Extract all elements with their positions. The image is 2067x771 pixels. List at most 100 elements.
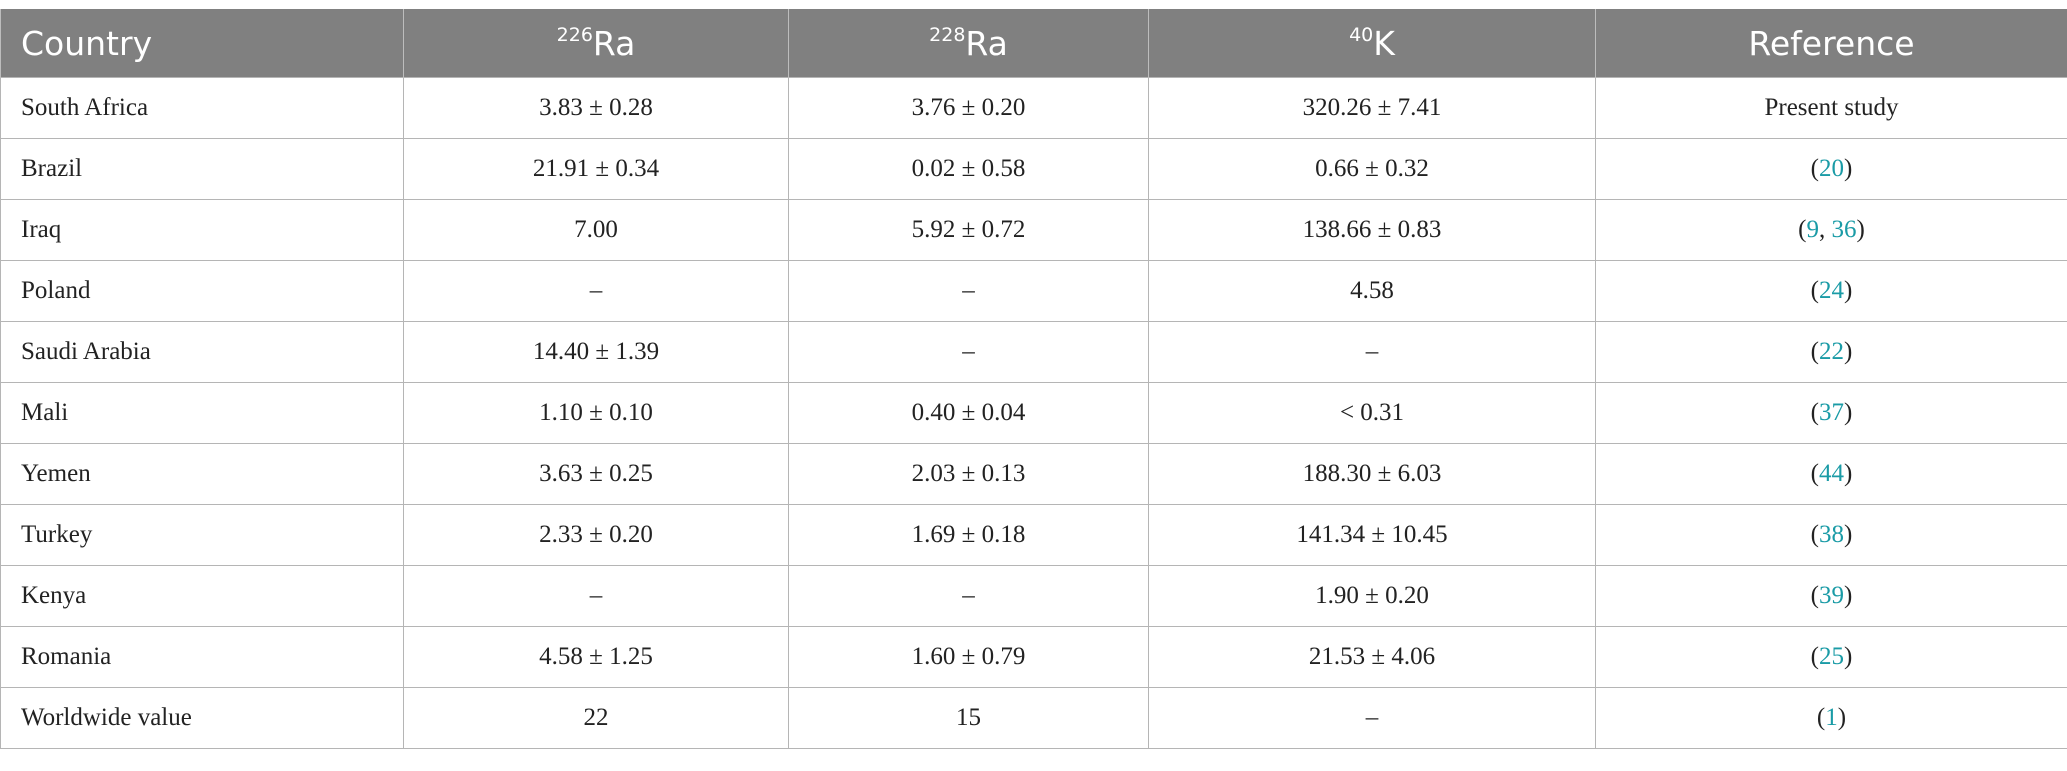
reference-cell: (38): [1595, 504, 2067, 566]
table-row: South Africa 3.83 ± 0.28 3.76 ± 0.20 320.26…: [0, 77, 2067, 139]
header-text: Ra: [965, 23, 1008, 63]
value-cell: –: [788, 565, 1149, 627]
header-text: Ra: [592, 23, 636, 63]
reference-link[interactable]: 37: [1819, 399, 1844, 426]
reference-link[interactable]: 36: [1831, 216, 1857, 243]
value-cell: 320.26 ± 7.41: [1148, 77, 1596, 139]
reference-link[interactable]: 1: [1825, 704, 1838, 731]
reference-cell: (39): [1595, 565, 2067, 627]
value-cell: < 0.31: [1148, 382, 1596, 444]
reference-link[interactable]: 39: [1819, 582, 1844, 609]
value-cell: 7.00: [403, 199, 789, 261]
value-cell: 21.91 ± 0.34: [403, 138, 789, 200]
table-row: Kenya – –1.90 ± 0.20 (39): [0, 565, 2067, 627]
reference-cell: (44): [1595, 443, 2067, 505]
table-row: Poland – –4.58 (24): [0, 260, 2067, 322]
value-cell: 1.90 ± 0.20: [1148, 565, 1596, 627]
reference-text: (: [1810, 460, 1819, 487]
table-row: Worldwide value 22 15– (1): [0, 687, 2067, 749]
country-cell: Worldwide value: [0, 687, 404, 749]
value-cell: –: [403, 260, 789, 322]
reference-link[interactable]: 25: [1819, 643, 1844, 670]
reference-text: (: [1810, 582, 1819, 609]
header-text: Reference: [1748, 23, 1915, 63]
reference-text: (: [1810, 338, 1819, 365]
table-row: Romania 4.58 ± 1.25 1.60 ± 0.79 21.53 ± 4.0…: [0, 626, 2067, 688]
country-cell: South Africa: [0, 77, 404, 139]
header-cell: Country: [0, 9, 404, 78]
value-cell: 1.10 ± 0.10: [403, 382, 789, 444]
reference-cell: (25): [1595, 626, 2067, 688]
table-row: Turkey 2.33 ± 0.20 1.69 ± 0.18 141.34 ± 10.…: [0, 504, 2067, 566]
value-cell: 138.66 ± 0.83: [1148, 199, 1596, 261]
reference-text: ): [1844, 277, 1853, 304]
isotope-mass: 226: [556, 23, 593, 46]
isotope-mass: 228: [929, 23, 966, 46]
value-cell: 14.40 ± 1.39: [403, 321, 789, 383]
value-cell: 0.66 ± 0.32: [1148, 138, 1596, 200]
value-cell: 22: [403, 687, 789, 749]
header-text: Country: [21, 23, 153, 63]
reference-text: ): [1844, 338, 1853, 365]
data-table: Country 226Ra 228Ra 40K Reference South Afri…: [0, 9, 2067, 749]
value-cell: –: [788, 260, 1149, 322]
value-cell: 141.34 ± 10.45: [1148, 504, 1596, 566]
value-cell: 3.76 ± 0.20: [788, 77, 1149, 139]
reference-text: (: [1798, 216, 1807, 243]
header-cell: 40K: [1148, 9, 1596, 78]
reference-text: ): [1844, 155, 1853, 182]
isotope-mass: 40: [1349, 23, 1374, 46]
reference-link[interactable]: 38: [1819, 521, 1844, 548]
value-cell: 21.53 ± 4.06: [1148, 626, 1596, 688]
value-cell: –: [1148, 321, 1596, 383]
reference-link[interactable]: 22: [1819, 338, 1844, 365]
reference-link[interactable]: 24: [1819, 277, 1844, 304]
value-cell: 1.69 ± 0.18: [788, 504, 1149, 566]
reference-text: ): [1837, 704, 1847, 731]
table-row: Yemen 3.63 ± 0.25 2.03 ± 0.13 188.30 ± 6.03…: [0, 443, 2067, 505]
value-cell: 3.63 ± 0.25: [403, 443, 789, 505]
value-cell: 0.02 ± 0.58: [788, 138, 1149, 200]
reference-cell: Present study: [1595, 77, 2067, 139]
country-cell: Brazil: [0, 138, 404, 200]
reference-text: ,: [1819, 216, 1832, 243]
header-cell: 228Ra: [788, 9, 1149, 78]
reference-text: Present study: [1764, 94, 1899, 121]
value-cell: 15: [788, 687, 1149, 749]
value-cell: 1.60 ± 0.79: [788, 626, 1149, 688]
reference-cell: (20): [1595, 138, 2067, 200]
reference-text: ): [1844, 582, 1853, 609]
country-cell: Romania: [0, 626, 404, 688]
header-text: K: [1373, 23, 1395, 63]
country-cell: Yemen: [0, 443, 404, 505]
reference-text: (: [1816, 704, 1826, 731]
reference-cell: (22): [1595, 321, 2067, 383]
reference-text: (: [1810, 399, 1819, 426]
country-cell: Poland: [0, 260, 404, 322]
value-cell: –: [403, 565, 789, 627]
reference-text: ): [1844, 643, 1853, 670]
reference-link[interactable]: 20: [1819, 155, 1844, 182]
value-cell: 2.33 ± 0.20: [403, 504, 789, 566]
reference-text: (: [1810, 643, 1819, 670]
reference-link[interactable]: 9: [1806, 216, 1820, 243]
value-cell: 4.58 ± 1.25: [403, 626, 789, 688]
value-cell: –: [1148, 687, 1596, 749]
table-row: Brazil 21.91 ± 0.34 0.02 ± 0.58 0.66 ± 0.32…: [0, 138, 2067, 200]
country-cell: Mali: [0, 382, 404, 444]
header-cell: Reference: [1595, 9, 2067, 78]
country-cell: Saudi Arabia: [0, 321, 404, 383]
value-cell: 2.03 ± 0.13: [788, 443, 1149, 505]
table-body: South Africa 3.83 ± 0.28 3.76 ± 0.20 320.26…: [0, 77, 2067, 749]
header-cell: 226Ra: [403, 9, 789, 78]
value-cell: –: [788, 321, 1149, 383]
reference-text: ): [1844, 521, 1853, 548]
value-cell: 188.30 ± 6.03: [1148, 443, 1596, 505]
country-cell: Iraq: [0, 199, 404, 261]
reference-text: ): [1856, 216, 1865, 243]
table-container: Country 226Ra 228Ra 40K Reference South Afri…: [0, 9, 2067, 749]
table-row: Mali 1.10 ± 0.10 0.40 ± 0.04 < 0.31 (37): [0, 382, 2067, 444]
header-row: Country 226Ra 228Ra 40K Reference: [0, 9, 2067, 78]
reference-link[interactable]: 44: [1819, 460, 1844, 487]
value-cell: 0.40 ± 0.04: [788, 382, 1149, 444]
